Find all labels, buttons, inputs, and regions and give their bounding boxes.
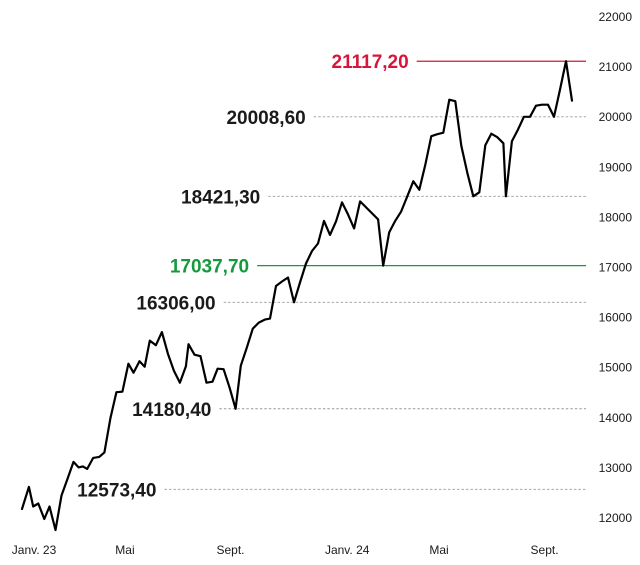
annotation-label-2: 18421,30 xyxy=(181,187,260,208)
y-tick-label-1: 13000 xyxy=(599,461,633,475)
x-tick-label-1: Mai xyxy=(115,543,134,557)
x-axis: Janv. 23 Mai Sept. Janv. 24 Mai Sept. xyxy=(12,543,559,557)
series-layer xyxy=(20,60,574,532)
y-tick-label-3: 15000 xyxy=(599,361,633,375)
y-tick-label-8: 20000 xyxy=(599,110,633,124)
annotation-label-1: 20008,60 xyxy=(226,108,305,129)
y-tick-label-6: 18000 xyxy=(599,210,633,224)
y-tick-label-4: 16000 xyxy=(599,311,633,325)
annotation-label-5: 14180,40 xyxy=(132,400,211,421)
annotation-labels: 21117,20 20008,60 18421,30 17037,70 16306,00… xyxy=(77,52,409,501)
annotation-label-0: 21117,20 xyxy=(332,52,409,73)
x-tick-label-3: Janv. 24 xyxy=(325,543,370,557)
y-tick-label-2: 14000 xyxy=(599,411,633,425)
y-tick-label-9: 21000 xyxy=(599,60,633,74)
series-line-0 xyxy=(20,60,574,532)
y-tick-label-7: 19000 xyxy=(599,160,633,174)
x-tick-label-2: Sept. xyxy=(216,543,244,557)
x-tick-label-5: Sept. xyxy=(531,543,559,557)
y-axis: 12000 13000 14000 15000 16000 17000 18000 19000… xyxy=(599,10,633,525)
reference-lines xyxy=(164,60,586,490)
y-tick-label-10: 22000 xyxy=(599,10,633,24)
annotation-label-3: 17037,70 xyxy=(170,257,249,278)
annotation-label-6: 12573,40 xyxy=(77,480,156,501)
y-tick-label-5: 17000 xyxy=(599,261,633,275)
annotation-label-4: 16306,00 xyxy=(136,293,215,314)
y-tick-label-0: 12000 xyxy=(599,511,633,525)
x-tick-label-0: Janv. 23 xyxy=(12,543,57,557)
x-tick-label-4: Mai xyxy=(429,543,448,557)
